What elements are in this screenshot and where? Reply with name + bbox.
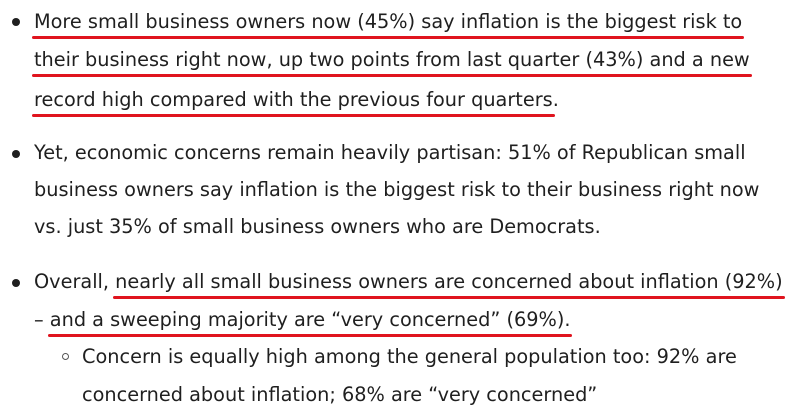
text-line: vs. just 35% of small business owners wh… (34, 213, 601, 241)
bullet-marker (12, 150, 20, 158)
highlighted-text: record high compared with the previous f… (34, 88, 553, 111)
text-line: – and a sweeping majority are “very conc… (34, 306, 570, 334)
text-line: Overall, nearly all small business owner… (34, 268, 783, 296)
text: – (34, 308, 50, 331)
text-line: business owners say inflation is the big… (34, 176, 759, 204)
text-line: Concern is equally high among the genera… (82, 343, 737, 371)
highlighted-text: their business right now, up two points … (34, 48, 750, 71)
text-line: More small business owners now (45%) say… (34, 8, 742, 36)
text-line: Yet, economic concerns remain heavily pa… (34, 139, 746, 167)
bullet-marker (12, 279, 20, 287)
text: Overall, (34, 270, 116, 293)
highlighted-text: More small business owners now (45%) say… (34, 10, 743, 33)
text: business owners say inflation is the big… (34, 178, 760, 201)
bullet-marker (12, 18, 20, 26)
text-line: record high compared with the previous f… (34, 86, 559, 114)
text: Concern is equally high among the genera… (82, 345, 737, 368)
highlighted-text: and a sweeping majority are “very concer… (49, 308, 571, 331)
text-line: concerned about inflation; 68% are “very… (82, 381, 597, 409)
highlighted-text: nearly all small business owners are con… (115, 270, 783, 293)
sub-bullet-marker (62, 353, 69, 360)
text: vs. just 35% of small business owners wh… (34, 215, 601, 238)
text: Yet, economic concerns remain heavily pa… (34, 141, 746, 164)
trailing-punctuation: . (552, 88, 559, 111)
text: concerned about inflation; 68% are “very… (82, 383, 598, 406)
text-line: their business right now, up two points … (34, 46, 750, 74)
